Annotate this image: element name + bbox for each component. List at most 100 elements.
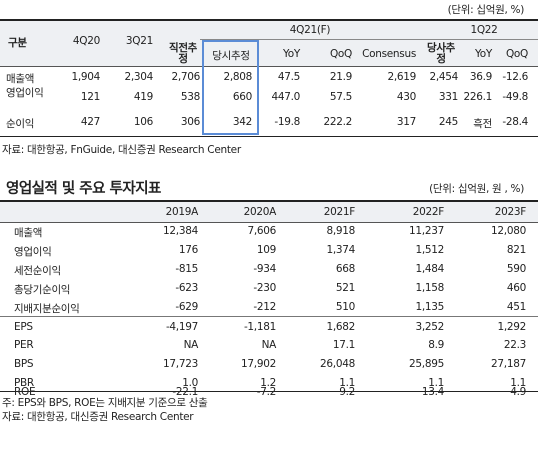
table-cell: 106 xyxy=(133,116,153,128)
table-cell: 590 xyxy=(506,263,526,275)
table-cell: 17,723 xyxy=(163,358,198,370)
table-cell: 26,048 xyxy=(320,358,355,370)
header-col: 2019A xyxy=(165,206,199,218)
table-cell: 3,252 xyxy=(415,321,444,333)
table-cell: -28.4 xyxy=(502,116,528,128)
table-cell: -19.8 xyxy=(274,116,300,128)
header-col: Consensus xyxy=(362,48,416,60)
header-col: 2023F xyxy=(494,206,527,218)
table-cell: -230 xyxy=(253,282,276,294)
row-label: 매출액 xyxy=(6,73,35,85)
row-label: 총당기순이익 xyxy=(14,284,71,296)
table-cell: 1.1 xyxy=(339,377,355,389)
table-cell: -1,181 xyxy=(243,321,276,333)
table-cell: 36.9 xyxy=(469,71,492,83)
table-cell: 1,158 xyxy=(415,282,444,294)
row-label: PER xyxy=(14,339,34,351)
header-col: 2020A xyxy=(243,206,277,218)
table1-source: 자료: 대한항공, FnGuide, 대신증권 Research Center xyxy=(2,144,241,156)
table-cell: 821 xyxy=(506,244,526,256)
table-cell: 8,918 xyxy=(326,225,355,237)
header-group-1q22: 1Q22 xyxy=(470,24,498,36)
table-cell: 27,187 xyxy=(491,358,526,370)
table-cell: 9.2 xyxy=(339,386,355,398)
table-cell: 13.4 xyxy=(421,386,444,398)
table-cell: 47.5 xyxy=(277,71,300,83)
table2-title: 영업실적 및 주요 투자지표 xyxy=(6,181,161,197)
header-label: 구분 xyxy=(8,37,27,49)
table-cell: 447.0 xyxy=(271,91,300,103)
header-col: YoY xyxy=(475,48,492,60)
header-col: 2022F xyxy=(412,206,445,218)
table-cell: 521 xyxy=(335,282,355,294)
table-cell: 11,237 xyxy=(409,225,444,237)
table-cell: 660 xyxy=(232,91,252,103)
table-cell: 1.1 xyxy=(510,377,526,389)
table-cell: 121 xyxy=(80,91,100,103)
row-label: PBR xyxy=(14,377,34,389)
header-group-4q21: 4Q21(F) xyxy=(289,24,331,36)
table-cell: -12.6 xyxy=(502,71,528,83)
table-cell: 538 xyxy=(180,91,200,103)
table-cell: 317 xyxy=(396,116,416,128)
table1-unit: (단위: 십억원, %) xyxy=(447,4,525,16)
table-cell: 1,374 xyxy=(326,244,355,256)
table-cell: 4.9 xyxy=(510,386,526,398)
table-cell: -629 xyxy=(175,301,198,313)
table-cell: 245 xyxy=(438,116,458,128)
table-cell: 2,808 xyxy=(223,71,252,83)
table-cell: 1,512 xyxy=(415,244,444,256)
table-cell: 451 xyxy=(506,301,526,313)
table-cell: 331 xyxy=(438,91,458,103)
table-cell: 12,080 xyxy=(491,225,526,237)
header-col: 4Q20 xyxy=(72,35,100,47)
table2-note: 주: EPS와 BPS, ROE는 지배지분 기준으로 산출 xyxy=(2,397,208,409)
table2-unit: (단위: 십억원, 원 , %) xyxy=(429,183,524,195)
table-cell: -49.8 xyxy=(502,91,528,103)
table-cell: 1.0 xyxy=(182,377,198,389)
row-label: 영업이익 xyxy=(6,87,44,99)
table-cell: 8.9 xyxy=(428,339,444,351)
table-cell: 2,304 xyxy=(124,71,153,83)
table-cell: 2,706 xyxy=(171,71,200,83)
table-cell: 342 xyxy=(232,116,252,128)
header-col: YoY xyxy=(283,48,300,60)
header-col: 2021F xyxy=(323,206,356,218)
table-cell: 668 xyxy=(335,263,355,275)
table-cell: -815 xyxy=(175,263,198,275)
header-col: QoQ xyxy=(505,48,528,60)
table-cell: 1.2 xyxy=(260,377,276,389)
highlight-box xyxy=(202,40,259,135)
table-cell: 226.1 xyxy=(463,91,492,103)
header-col: 당사추정 xyxy=(426,42,456,65)
table-cell: 1,682 xyxy=(326,321,355,333)
table-cell: 21.9 xyxy=(329,71,352,83)
row-label: 지배지분순이익 xyxy=(14,303,80,315)
table-cell: 1.1 xyxy=(428,377,444,389)
table-cell: 460 xyxy=(506,282,526,294)
table-cell: 109 xyxy=(256,244,276,256)
header-col: QoQ xyxy=(329,48,352,60)
row-label: ROE xyxy=(14,386,36,398)
header-col: 3Q21 xyxy=(125,35,153,47)
table-cell: 176 xyxy=(178,244,198,256)
table-cell: 7,606 xyxy=(247,225,276,237)
row-label: 세전순이익 xyxy=(14,265,61,277)
table-cell: 2,454 xyxy=(429,71,458,83)
table-cell: 22.3 xyxy=(503,339,526,351)
table-cell: 419 xyxy=(133,91,153,103)
table-cell: 1,484 xyxy=(415,263,444,275)
table-cell: 12,384 xyxy=(163,225,198,237)
row-label: 순이익 xyxy=(6,118,35,130)
table-cell: -22.1 xyxy=(172,386,198,398)
table2-header: 2019A 2020A 2021F 2022F 2023F xyxy=(0,200,538,223)
table-cell: 1,135 xyxy=(415,301,444,313)
table-cell: 430 xyxy=(396,91,416,103)
row-label: EPS xyxy=(14,321,33,333)
table-cell: 306 xyxy=(180,116,200,128)
table2-source: 자료: 대한항공, 대신증권 Research Center xyxy=(2,411,194,423)
table-cell: NA xyxy=(183,339,199,351)
table-cell: 427 xyxy=(80,116,100,128)
table-cell: 17,902 xyxy=(241,358,276,370)
table-cell: 25,895 xyxy=(409,358,444,370)
